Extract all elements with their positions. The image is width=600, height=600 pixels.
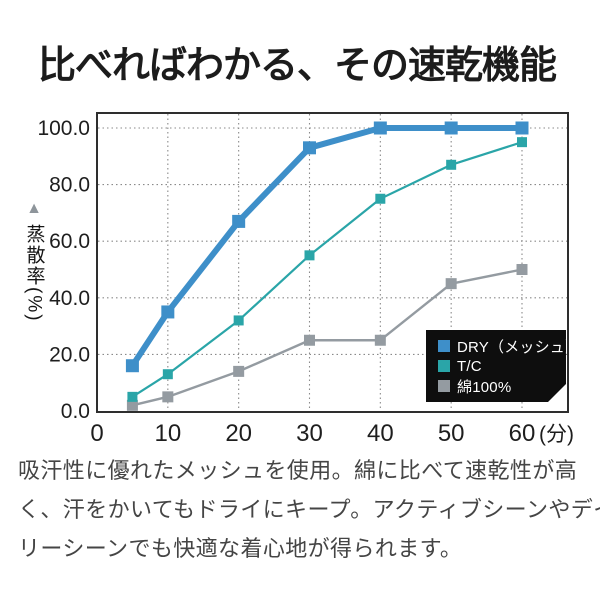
marker-series2-x50 <box>445 278 457 290</box>
y-tick-label-40: 40.0 <box>49 287 90 310</box>
y-axis-label-group: ▲ 蒸散率(%) <box>16 201 52 323</box>
x-tick-label-0: 0 <box>90 420 103 447</box>
marker-series2-x5 <box>126 399 138 411</box>
y-tick-label-20: 20.0 <box>49 343 90 366</box>
marker-series2-x30 <box>304 334 315 346</box>
marker-series1-x40 <box>375 193 386 204</box>
legend-label-tc: T/C <box>457 357 482 375</box>
description: 吸汗性に優れたメッシュを使用。綿に比べて速乾性が高 く、汗をかいてもドライにキー… <box>18 451 600 568</box>
description-line-3: リーシーンでも快適な着心地が得られます。 <box>18 536 463 561</box>
y-tick-label-80: 80.0 <box>49 174 90 197</box>
legend-item-tc: T/C <box>438 358 566 375</box>
x-tick-label-40: 40 <box>367 420 394 447</box>
chart-legend: DRY（メッシュ） T/C 綿100% <box>426 330 566 402</box>
marker-series0-x30 <box>303 141 316 155</box>
marker-series1-x20 <box>233 315 244 326</box>
legend-item-cotton100: 綿100% <box>438 378 566 395</box>
marker-series1-x5 <box>127 391 138 402</box>
y-axis-title: 蒸散率(%) <box>23 224 45 323</box>
legend-swatch-tc-icon <box>438 360 450 372</box>
x-tick-label-10: 10 <box>154 420 181 447</box>
description-line-1: 吸汗性に優れたメッシュを使用。綿に比べて速乾性が高 <box>18 458 578 483</box>
triangle-up-icon: ▲ <box>26 200 42 217</box>
x-tick-label-20: 20 <box>225 420 252 447</box>
legend-label-dry-mesh: DRY（メッシュ） <box>457 338 581 356</box>
x-tick-label-30: 30 <box>296 420 323 447</box>
marker-series0-x10 <box>161 305 175 319</box>
y-tick-label-60: 60.0 <box>49 230 90 253</box>
x-tick-label-60: 60 <box>509 420 536 447</box>
marker-series1-x10 <box>162 369 173 380</box>
marker-series1-x60 <box>517 137 527 148</box>
description-line-2: く、汗をかいてもドライにキープ。アクティブシーンやデイ <box>18 497 600 522</box>
marker-series1-x50 <box>446 159 457 170</box>
marker-series2-x10 <box>162 391 174 403</box>
x-tick-label-50: 50 <box>438 420 465 447</box>
marker-series0-x50 <box>444 121 458 135</box>
x-axis-unit-label: (分) <box>539 423 574 446</box>
y-tick-label-0: 0.0 <box>61 400 90 423</box>
marker-series0-x40 <box>373 121 387 135</box>
y-tick-label-100: 100.0 <box>37 117 90 140</box>
page-title: 比べればわかる、その速乾機能 <box>38 45 557 87</box>
marker-series0-x60 <box>515 121 529 135</box>
marker-series0-x5 <box>125 359 139 373</box>
marker-series2-x20 <box>233 365 245 377</box>
marker-series1-x30 <box>304 250 315 261</box>
marker-series2-x40 <box>374 334 386 346</box>
marker-series0-x20 <box>232 214 246 228</box>
legend-swatch-dry-mesh-icon <box>438 340 450 352</box>
plot-frame <box>96 112 569 413</box>
marker-series2-x60 <box>516 264 528 275</box>
legend-label-cotton100: 綿100% <box>457 378 512 396</box>
legend-item-dry-mesh: DRY（メッシュ） <box>438 338 566 355</box>
legend-swatch-cotton100-icon <box>438 380 450 392</box>
